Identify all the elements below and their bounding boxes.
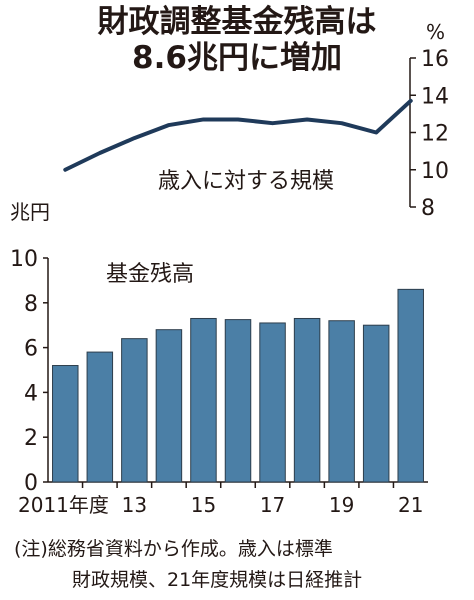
bar-20 (362, 324, 390, 483)
bar-19 (328, 320, 355, 483)
bar-12 (86, 351, 114, 483)
bar-x-tick-label: 17 (260, 493, 285, 517)
line-y-tick-label: 14 (421, 84, 449, 109)
bar-14 (155, 329, 183, 483)
bar-21 (397, 288, 424, 483)
line-y-tick-label: 12 (421, 122, 449, 147)
line-y-tick-label: 10 (421, 159, 449, 184)
bar-15 (190, 317, 217, 483)
bar-axis-unit: 兆円 (10, 200, 50, 224)
bar-y-tick-label: 10 (10, 247, 38, 272)
line-axis-unit: % (426, 20, 446, 44)
line-series-label: 歳入に対する規模 (158, 169, 335, 194)
line-y-tick-label: 8 (421, 196, 435, 221)
bar-y-tick-label: 0 (24, 471, 38, 496)
bar-2011年度 (52, 365, 79, 483)
bar-x-tick-label: 21 (398, 493, 423, 517)
bar-y-tick-label: 4 (24, 381, 38, 406)
bar-17 (259, 322, 286, 483)
bar-13 (121, 338, 148, 483)
footnote-line1: (注)総務省資料から作成。歳入は標準 (14, 538, 333, 560)
bar-y-tick-label: 2 (24, 426, 38, 451)
bar-y-tick-label: 8 (24, 292, 38, 317)
line-series-ratio (63, 98, 413, 172)
bar-x-tick-label: 13 (122, 493, 147, 517)
chart-title-line2: 8.6兆円に増加 (132, 40, 342, 76)
line-y-tick-label: 16 (421, 47, 449, 72)
chart-title-line1: 財政調整基金残高は (97, 4, 377, 40)
footnote-line2: 財政規模、21年度規模は日経推計 (72, 569, 363, 591)
bar-series-label: 基金残高 (106, 262, 195, 287)
bar-x-tick-label: 2011年度 (18, 493, 109, 517)
bar-x-tick-label: 15 (191, 493, 216, 517)
bar-y-tick-label: 6 (24, 337, 38, 362)
bar-x-tick-label: 19 (329, 493, 354, 517)
bar-16 (224, 319, 252, 483)
bar-18 (293, 317, 321, 483)
